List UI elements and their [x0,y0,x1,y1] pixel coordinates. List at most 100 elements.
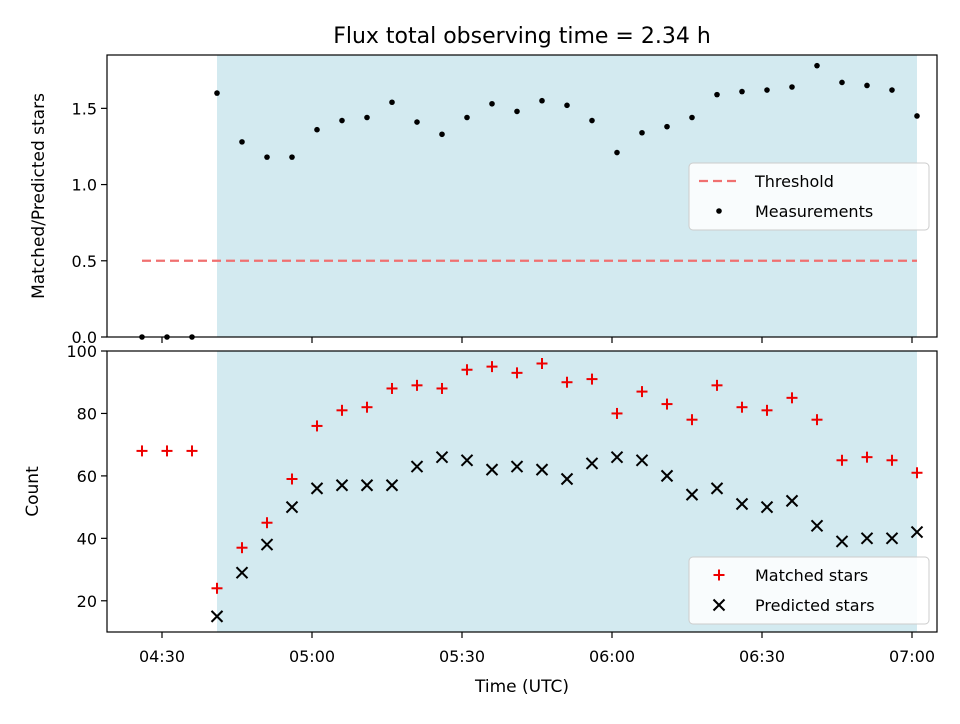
bottom-y-tick-label: 40 [77,529,97,548]
matched-stars-point [386,382,398,394]
measurements-point [489,100,495,107]
predicted-stars-point [460,454,474,467]
x-tick-label: 05:00 [289,647,335,666]
predicted-stars-point [285,500,299,514]
measurements-point [439,131,445,138]
x-tick-label: 06:30 [739,647,785,666]
predicted-stars-point [410,460,424,473]
bottom-y-tick-label: 100 [66,342,97,361]
measurements-point [289,154,295,160]
predicted-stars-point [335,479,349,492]
top-legend: Threshold Measurements [688,162,930,231]
measurements-point [614,149,620,156]
legend-label-predicted-stars: Predicted stars [755,596,875,615]
matched-stars-point [786,392,798,404]
measurements-point [564,102,570,109]
matched-stars-point [436,382,448,394]
matched-stars-point [211,582,223,594]
predicted-stars-point [310,482,324,495]
matched-stars-point [886,454,898,466]
measurements-point [639,129,645,136]
predicted-stars-point [910,525,924,539]
bottom-y-tick-label: 80 [77,404,97,423]
matched-stars-point [186,445,198,457]
measurements-point [589,117,595,124]
top-y-axis-label: Matched/Predicted stars [29,93,49,299]
predicted-stars-point [260,538,274,551]
matched-stars-point [461,364,473,376]
matched-stars-point [336,404,348,416]
matched-stars-point [311,420,323,432]
measurements-point [264,154,270,160]
bottom-y-axis-label: Count [23,466,43,517]
matched-stars-point [411,379,423,391]
matched-stars-point [811,414,823,426]
measurements-point [889,87,895,93]
predicted-stars-point [510,460,524,473]
matched-stars-point [136,445,148,457]
legend-label-measurements: Measurements [755,202,873,221]
measurements-point [339,117,345,124]
matched-stars-point [911,467,923,479]
x-tick-label: 04:30 [139,647,185,666]
predicted-stars-point [785,494,799,508]
predicted-stars-point [635,454,649,467]
predicted-stars-point [435,450,449,464]
predicted-stars-point [710,482,724,495]
bottom-legend-box [688,556,930,625]
measurements-point [739,88,745,95]
predicted-stars-point [385,479,399,492]
bottom-y-tick-label: 20 [77,592,97,611]
bottom-axes-frame [106,350,938,633]
x-tick-label: 06:00 [589,647,635,666]
measurements-point [214,90,220,96]
matched-stars-point [561,376,573,388]
top-y-tick-label: 1.5 [72,99,97,118]
measurements-point [789,84,795,90]
matched-stars-point [536,357,548,369]
measurements-point [414,119,420,125]
predicted-stars-point [760,500,774,514]
top-axes-frame [106,54,938,338]
measurements-point [239,139,245,145]
matched-stars-point [286,473,298,485]
top-y-tick-label: 1.0 [72,176,97,195]
predicted-stars-point [560,472,574,486]
measurements-point [514,108,520,115]
matched-stars-point [586,373,598,385]
predicted-stars-point [235,566,249,579]
measurements-point [764,87,770,93]
measurements-point [689,114,695,121]
predicted-stars-point [810,519,824,533]
bottom-panel: 20 40 60 80 100 Count 04:30 05:00 05:30 06:00 06:3… [23,342,938,666]
matched-stars-point [661,398,673,410]
predicted-stars-point [660,469,674,483]
predicted-stars-point [735,497,749,511]
x-tick-label: 07:00 [889,647,935,666]
predicted-stars-point [610,450,624,464]
predicted-stars-point [360,479,374,492]
matched-stars-point [511,367,523,379]
predicted-stars-point [585,457,599,470]
x-axis-label: Time (UTC) [474,677,569,697]
predicted-stars-point [685,488,699,501]
matched-stars-point [636,386,648,398]
measurements-point [539,97,545,104]
predicted-stars-point [535,463,549,476]
matched-stars-point [161,445,173,457]
predicted-stars-point [485,463,499,476]
top-y-tick-label: 0.0 [72,328,97,347]
matched-stars-point [736,401,748,413]
matched-stars-point [711,379,723,391]
measurements-point [364,114,370,121]
matched-stars-point [761,404,773,416]
matched-stars-point [686,414,698,426]
predicted-stars-point [835,535,849,548]
top-y-tick-label: 0.5 [72,252,97,271]
legend-marker-matched-stars [713,569,725,581]
measurements-point [314,126,320,133]
measurements-point [714,91,720,98]
legend-marker-predicted-stars [712,598,726,612]
